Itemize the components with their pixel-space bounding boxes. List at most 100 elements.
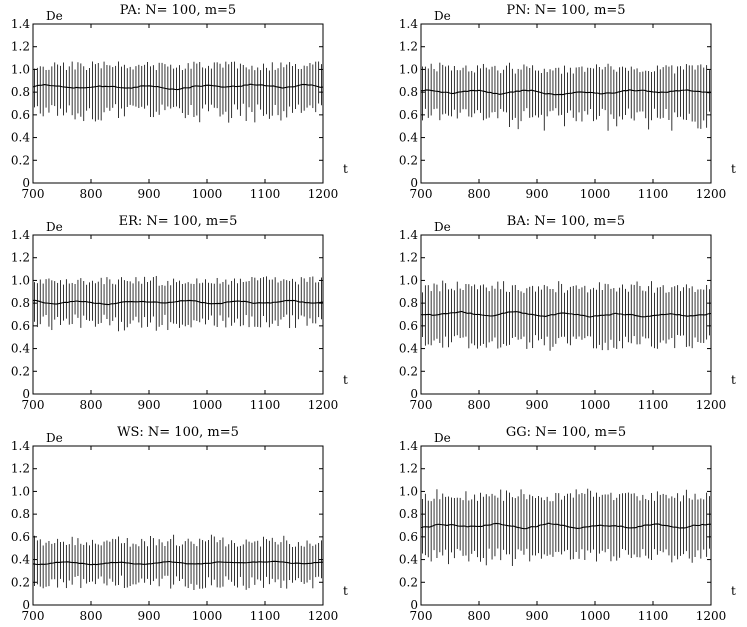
y-tick-label: 0.6 — [399, 530, 418, 544]
y-tick-label: 0 — [410, 598, 418, 612]
x-tick-label: 1200 — [308, 187, 339, 201]
x-tick-label: 700 — [22, 609, 45, 623]
mean-line — [420, 310, 712, 318]
y-tick-label: 1.2 — [11, 462, 30, 476]
x-tick-label: 900 — [138, 187, 161, 201]
y-axis-label: De — [434, 220, 451, 234]
y-tick-label: 0.4 — [399, 131, 418, 145]
y-axis-label: De — [46, 9, 63, 23]
y-axis-label: De — [46, 431, 63, 445]
chart-title: BA: N= 100, m=5 — [507, 214, 625, 229]
y-tick-label: 1.4 — [11, 439, 30, 453]
x-tick-label: 1100 — [638, 609, 669, 623]
subplot-4: 0 0.2 0.4 0.6 0.8 1.0 1.2 1.4 700 800 900 1000 1100 1… — [399, 214, 736, 412]
y-tick-label: 1.2 — [399, 40, 418, 54]
y-tick-label: 0.6 — [11, 319, 30, 333]
x-tick-label: 1000 — [192, 187, 223, 201]
subplot-2: 0 0.2 0.4 0.6 0.8 1.0 1.2 1.4 700 800 900 1000 1100 1… — [399, 3, 736, 201]
y-tick-label: 0.2 — [399, 153, 418, 167]
x-tick-label: 1100 — [250, 609, 281, 623]
x-tick-label: 800 — [468, 398, 491, 412]
y-tick-label: 0 — [22, 598, 30, 612]
y-tick-label: 0.8 — [11, 85, 30, 99]
y-tick-label: 1.0 — [11, 273, 30, 287]
y-tick-label: 0.4 — [11, 553, 30, 567]
x-tick-label: 700 — [22, 187, 45, 201]
x-tick-label: 900 — [138, 398, 161, 412]
x-axis-label: t — [343, 584, 348, 598]
x-tick-label: 800 — [468, 187, 491, 201]
y-tick-label: 1.0 — [11, 62, 30, 76]
x-tick-label: 700 — [410, 187, 433, 201]
x-axis-label: t — [731, 162, 736, 176]
y-tick-label: 0.2 — [399, 575, 418, 589]
y-tick-label: 0.6 — [11, 108, 30, 122]
x-tick-label: 1000 — [580, 187, 611, 201]
y-tick-label: 1.4 — [399, 228, 418, 242]
x-tick-label: 900 — [526, 398, 549, 412]
subplot-5: 0 0.2 0.4 0.6 0.8 1.0 1.2 1.4 700 800 900 1000 1100 1… — [11, 425, 348, 623]
plot-frame — [32, 445, 324, 606]
x-tick-label: 1100 — [250, 398, 281, 412]
mean-line — [32, 83, 324, 91]
chart-title: PN: N= 100, m=5 — [506, 3, 625, 18]
y-tick-label: 0.6 — [11, 530, 30, 544]
x-tick-label: 900 — [138, 609, 161, 623]
x-tick-label: 1000 — [192, 609, 223, 623]
plot-frame — [420, 23, 712, 184]
plot-frame — [420, 234, 712, 395]
y-tick-label: 0.8 — [399, 507, 418, 521]
subplot-6: 0 0.2 0.4 0.6 0.8 1.0 1.2 1.4 700 800 900 1000 1100 1… — [399, 425, 736, 623]
mean-line — [32, 560, 324, 566]
x-tick-label: 900 — [526, 609, 549, 623]
y-tick-label: 0.2 — [11, 364, 30, 378]
x-tick-label: 1100 — [250, 187, 281, 201]
x-tick-label: 700 — [22, 398, 45, 412]
y-tick-label: 0 — [22, 176, 30, 190]
mean-line — [420, 89, 712, 96]
y-tick-label: 1.4 — [11, 17, 30, 31]
x-tick-label: 800 — [80, 398, 103, 412]
plot-frame — [32, 234, 324, 395]
y-tick-label: 0 — [22, 387, 30, 401]
x-tick-label: 800 — [80, 187, 103, 201]
chart-title: WS: N= 100, m=5 — [117, 425, 239, 440]
y-tick-label: 1.4 — [399, 17, 418, 31]
y-axis-label: De — [434, 431, 451, 445]
y-tick-label: 0.2 — [11, 153, 30, 167]
chart-title: PA: N= 100, m=5 — [120, 3, 236, 18]
y-tick-label: 0.4 — [399, 553, 418, 567]
y-tick-label: 0.2 — [11, 575, 30, 589]
y-tick-label: 1.0 — [399, 273, 418, 287]
y-tick-label: 0.8 — [11, 296, 30, 310]
x-tick-label: 700 — [410, 398, 433, 412]
y-tick-label: 0.6 — [399, 319, 418, 333]
y-tick-label: 1.2 — [399, 251, 418, 265]
y-tick-label: 0.2 — [399, 364, 418, 378]
y-tick-label: 1.2 — [11, 40, 30, 54]
subplot-3: 0 0.2 0.4 0.6 0.8 1.0 1.2 1.4 700 800 900 1000 1100 1… — [11, 214, 348, 412]
plot-frame — [32, 23, 324, 184]
x-axis-label: t — [731, 584, 736, 598]
y-tick-label: 0.8 — [399, 85, 418, 99]
y-tick-label: 0.6 — [399, 108, 418, 122]
mean-line — [420, 522, 712, 530]
x-tick-label: 1000 — [192, 398, 223, 412]
y-tick-label: 1.0 — [11, 484, 30, 498]
x-tick-label: 1100 — [638, 187, 669, 201]
x-axis-label: t — [343, 162, 348, 176]
x-tick-label: 1200 — [696, 609, 727, 623]
x-tick-label: 1200 — [696, 187, 727, 201]
y-tick-label: 1.0 — [399, 62, 418, 76]
x-tick-label: 700 — [410, 609, 433, 623]
x-tick-label: 1200 — [696, 398, 727, 412]
x-tick-label: 1000 — [580, 398, 611, 412]
y-tick-label: 1.2 — [399, 462, 418, 476]
plot-frame — [420, 445, 712, 606]
y-tick-label: 0.8 — [11, 507, 30, 521]
y-tick-label: 1.2 — [11, 251, 30, 265]
y-tick-label: 0.4 — [399, 342, 418, 356]
y-tick-label: 0.4 — [11, 131, 30, 145]
chart-title: ER: N= 100, m=5 — [119, 214, 238, 229]
